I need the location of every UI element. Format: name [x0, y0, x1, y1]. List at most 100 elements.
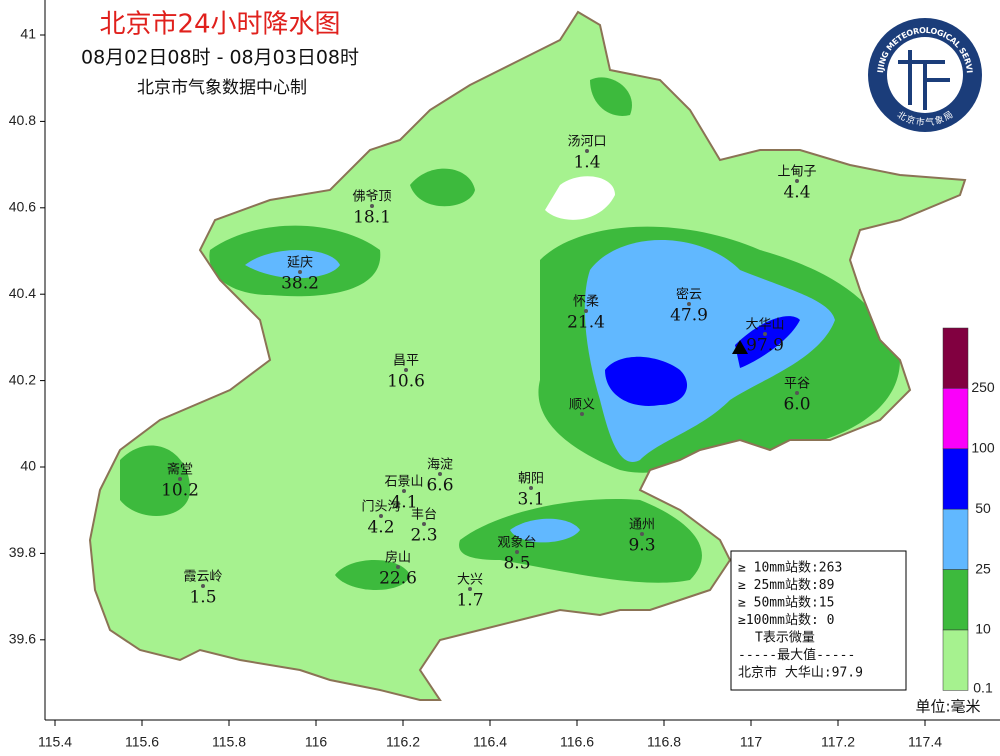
station-value: 6.6	[426, 476, 453, 496]
station-name: 斋堂	[167, 462, 193, 478]
station-dot	[795, 179, 799, 183]
stats-line: ≥ 10mm站数:263	[738, 561, 842, 576]
colorbar-segment	[942, 508, 969, 570]
field-green	[590, 77, 632, 116]
station-value: 2.3	[410, 526, 437, 546]
lat-tick-label: 40.2	[9, 371, 36, 387]
colorbar-label: 10	[975, 621, 991, 637]
producer: 北京市气象数据中心制	[137, 78, 307, 98]
lon-tick-label: 115.4	[38, 734, 72, 750]
station-dot	[379, 514, 383, 518]
stats-line: ≥ 50mm站数:15	[738, 596, 834, 611]
station-dot	[468, 587, 472, 591]
station-name: 上甸子	[777, 165, 816, 180]
station-value: 8.5	[503, 554, 530, 574]
lon-tick-label: 116.2	[386, 734, 420, 750]
field-green	[120, 445, 190, 517]
station-value: 4.4	[783, 183, 810, 203]
peak-marker	[732, 340, 748, 354]
field-blue	[245, 250, 340, 279]
field-green	[410, 168, 475, 207]
station-value: 6.0	[783, 395, 810, 415]
lat-tick-label: 41	[20, 26, 36, 42]
station-name: 昌平	[393, 354, 419, 369]
station-dot	[640, 532, 644, 536]
colorbar-segment	[942, 327, 969, 389]
station-name: 怀柔	[573, 295, 599, 310]
station-name: 海淀	[427, 458, 453, 473]
colorbar-label: 250	[971, 379, 995, 395]
station-dot	[763, 332, 767, 336]
field-blue	[510, 518, 580, 543]
station-value: 1.4	[573, 153, 600, 173]
station-value: 1.5	[189, 588, 216, 608]
station-dot	[515, 550, 519, 554]
station-dot	[298, 270, 302, 274]
station-name: 通州	[629, 518, 655, 533]
station-dot	[201, 584, 205, 588]
colorbar-segment	[942, 448, 969, 510]
field-green	[459, 499, 702, 583]
station-dot	[396, 565, 400, 569]
station-value: 4.1	[390, 493, 417, 513]
stats-line: ≥ 25mm站数:89	[738, 578, 834, 593]
lat-tick-label: 40	[20, 458, 36, 474]
station-value: 18.1	[353, 208, 391, 228]
lon-tick-label: 117	[740, 734, 763, 750]
lat-tick-label: 39.6	[9, 631, 36, 647]
station-name: 丰台	[411, 508, 437, 523]
map-title: 北京市24小时降水图	[99, 10, 340, 40]
lat-tick-label: 40.6	[9, 199, 36, 215]
lat-tick-label: 39.8	[9, 544, 36, 560]
station-value: 1.7	[456, 591, 483, 611]
station-name: 汤河口	[567, 135, 606, 150]
station-value: 21.4	[567, 313, 605, 333]
station-name: 房山	[385, 550, 411, 566]
station-value: 97.9	[746, 336, 784, 356]
stats-line: -----最大值-----	[738, 647, 855, 663]
station-value: 3.1	[517, 490, 544, 510]
no-rain-area	[545, 176, 615, 220]
colorbar-label: 100	[971, 440, 995, 456]
lat-tick-label: 40.4	[9, 285, 36, 301]
lon-tick-label: 117.2	[821, 734, 855, 750]
station-dot	[370, 204, 374, 208]
station-name: 大兴	[457, 573, 483, 588]
station-name: 大华山	[745, 318, 784, 333]
stats-line: T表示微量	[755, 631, 815, 646]
station-name: 延庆	[287, 256, 313, 271]
station-value: 4.2	[367, 518, 394, 538]
station-name: 朝阳	[518, 472, 544, 487]
lon-tick-label: 115.8	[212, 734, 246, 750]
station-name: 顺义	[569, 398, 595, 413]
station-dot	[584, 309, 588, 313]
lon-tick-label: 116.4	[473, 734, 507, 750]
colorbar-label: 25	[975, 560, 991, 576]
lon-tick-label: 115.6	[125, 734, 159, 750]
station-dot	[404, 368, 408, 372]
lat-tick-label: 40.8	[9, 112, 36, 128]
lon-tick-label: 116.8	[647, 734, 681, 750]
station-name: 佛爷顶	[352, 190, 391, 205]
station-value: 10.6	[387, 372, 425, 392]
station-value: 10.2	[161, 481, 199, 501]
field-green	[335, 560, 410, 590]
station-value: 22.6	[379, 569, 417, 589]
colorbar-segment	[942, 388, 969, 450]
station-value: 47.9	[670, 306, 708, 326]
station-dot	[687, 302, 691, 306]
lon-tick-label: 116	[305, 734, 328, 750]
lon-tick-label: 117.4	[908, 734, 942, 750]
station-value: 38.2	[281, 274, 319, 294]
stats-box	[730, 550, 907, 691]
station-dot	[585, 149, 589, 153]
station-name: 门头沟	[361, 500, 400, 515]
station-dot	[438, 472, 442, 476]
station-name: 观象台	[497, 536, 536, 551]
station-name: 密云	[676, 287, 702, 303]
station-dot	[402, 489, 406, 493]
stats-line: ≥100mm站数: 0	[738, 613, 834, 628]
station-name: 霞云岭	[183, 570, 222, 585]
station-dot	[795, 391, 799, 395]
station-dot	[178, 477, 182, 481]
